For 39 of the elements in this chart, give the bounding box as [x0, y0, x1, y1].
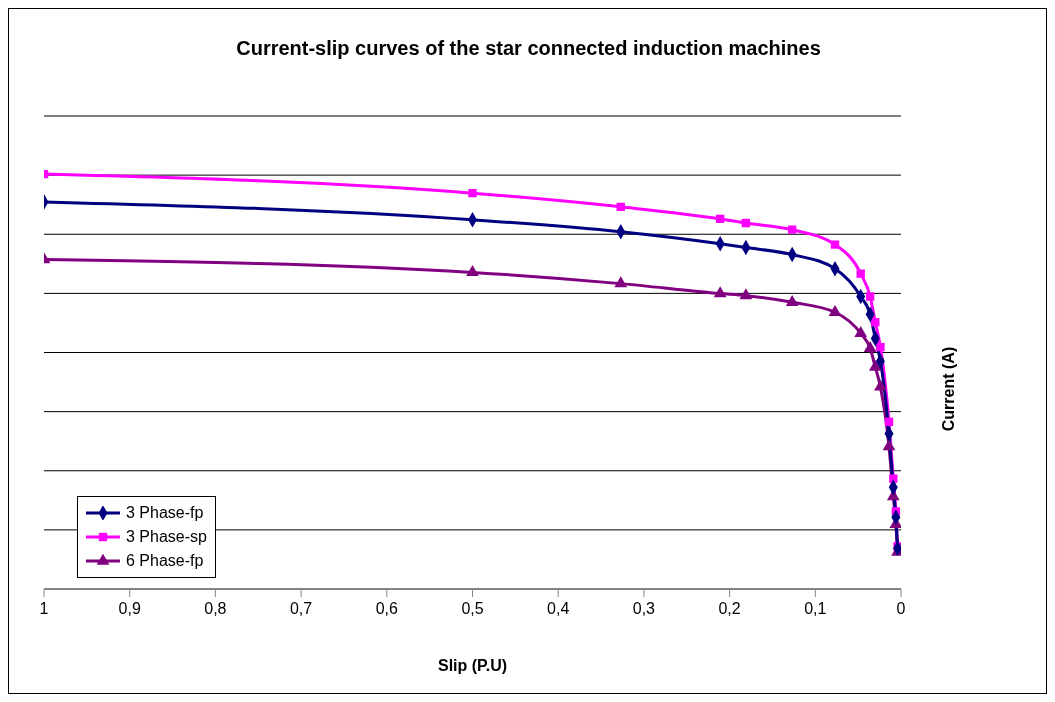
point — [884, 417, 894, 426]
point — [468, 188, 477, 198]
point — [863, 341, 877, 353]
y-axis-title: Current (A) — [940, 346, 958, 432]
x-tick-label: 0,9 — [118, 600, 141, 618]
point — [785, 294, 799, 306]
point — [828, 304, 842, 316]
legend-label: 3 Phase-fp — [126, 503, 204, 523]
point — [876, 342, 885, 352]
point — [466, 265, 479, 277]
point — [741, 218, 751, 228]
x-tick-label: 0,8 — [204, 600, 227, 618]
x-tick-label: 0,2 — [718, 600, 741, 618]
legend-label: 3 Phase-sp — [126, 527, 207, 547]
x-tick-label: 0,7 — [289, 600, 313, 618]
x-tick-label: 0,5 — [461, 600, 484, 618]
point — [713, 286, 727, 298]
x-tick-label: 0,4 — [547, 600, 570, 618]
point — [787, 225, 797, 234]
point — [856, 269, 865, 278]
x-tick-label: 0,1 — [804, 600, 827, 618]
point — [854, 326, 868, 338]
point — [865, 292, 875, 301]
point — [830, 240, 840, 249]
point — [739, 288, 753, 300]
point — [614, 276, 628, 288]
point — [715, 214, 725, 224]
legend-label: 6 Phase-fp — [126, 551, 204, 571]
chart-title: Current-slip curves of the star connected induction machines — [235, 37, 822, 60]
x-tick-label: 1 — [39, 600, 49, 618]
point — [616, 202, 625, 212]
x-tick-label: 0,3 — [632, 600, 656, 618]
x-tick-label: 0 — [896, 600, 906, 618]
point — [882, 439, 896, 451]
x-tick-label: 0,6 — [375, 600, 399, 618]
point — [874, 379, 887, 391]
x-axis-title: Slip (P.U) — [436, 657, 508, 675]
point — [889, 474, 898, 483]
point — [868, 359, 882, 371]
